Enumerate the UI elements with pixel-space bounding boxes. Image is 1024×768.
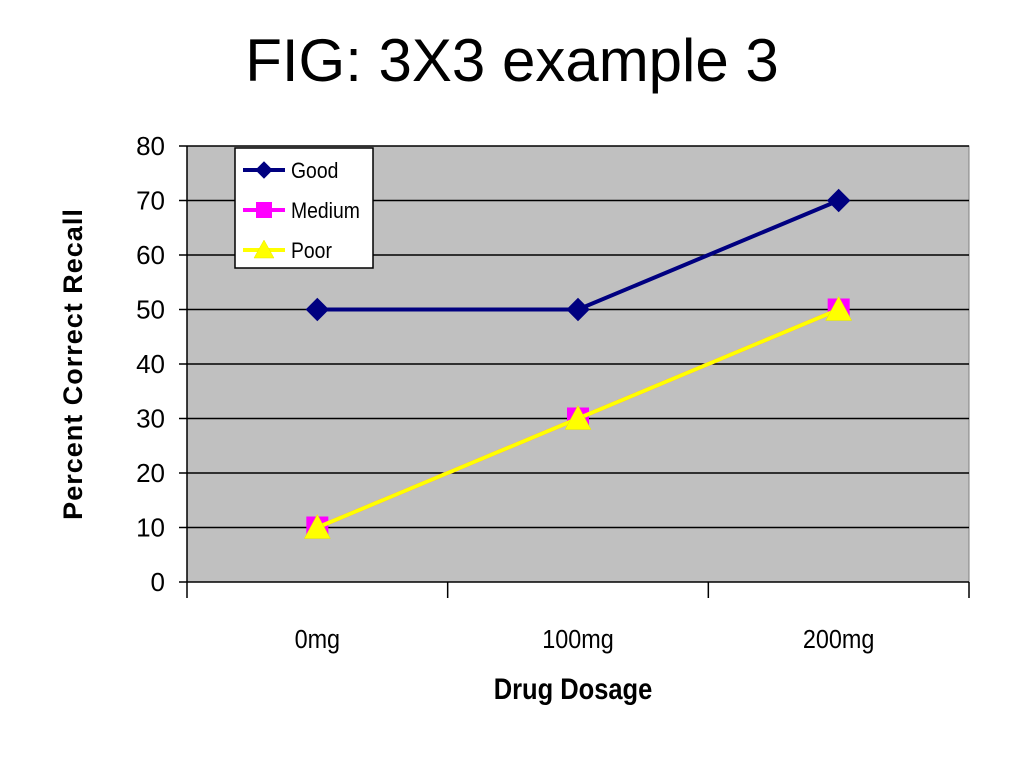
legend-item-good: Good	[243, 159, 338, 183]
data-point-good	[305, 297, 330, 322]
y-tick-label: 10	[136, 513, 165, 543]
y-tick-label: 30	[136, 404, 165, 434]
x-tick-label: 100mg	[542, 626, 614, 654]
legend-label: Poor	[291, 239, 332, 263]
y-tick-label: 50	[136, 295, 165, 325]
legend-item-poor: Poor	[243, 239, 332, 263]
y-tick-label: 0	[151, 567, 165, 597]
legend-item-medium: Medium	[243, 199, 360, 223]
legend-marker	[255, 161, 273, 179]
legend-label: Medium	[291, 199, 360, 223]
y-tick-label: 20	[136, 458, 165, 488]
legend-label: Good	[291, 159, 338, 183]
chart-title: FIG: 3X3 example 3	[245, 27, 779, 94]
data-point-poor	[303, 513, 331, 539]
legend-marker	[253, 239, 275, 259]
data-point-good	[566, 297, 590, 322]
data-point-poor	[564, 404, 592, 430]
x-tick-label: 0mg	[295, 626, 340, 654]
data-point-good	[826, 188, 851, 213]
data-point-poor	[825, 295, 853, 321]
y-tick-label: 70	[136, 186, 165, 216]
legend-marker	[256, 202, 272, 218]
x-tick-label: 200mg	[803, 626, 875, 654]
y-tick-label: 80	[136, 131, 165, 161]
y-tick-label: 60	[136, 240, 165, 270]
x-axis-title: Drug Dosage	[494, 672, 653, 705]
y-axis-title: Percent Correct Recall	[58, 208, 88, 520]
y-tick-label: 40	[136, 349, 165, 379]
